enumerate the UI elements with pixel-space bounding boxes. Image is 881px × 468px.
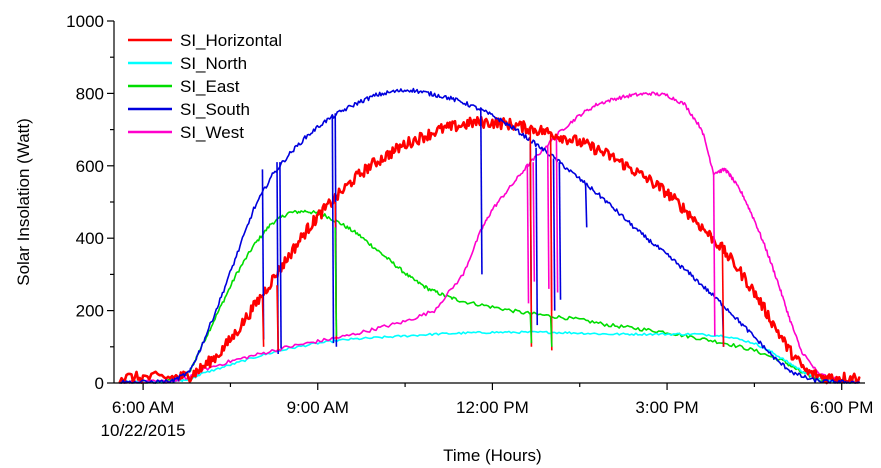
series-line-si-north [119,330,860,384]
series-line-si-horizontal [118,115,861,385]
series-dip [546,145,550,289]
series-dip [555,138,559,293]
series-dip [261,296,265,347]
ticks-layer: 0 200 400 600 800 1000 6:00 AM 9:00 AM 12:00 PM 3… [66,12,873,417]
x-tick-label: 9:00 AM [287,398,349,417]
series-dip [558,162,562,300]
y-tick-label: 800 [76,84,104,103]
date-label: 10/22/2015 [101,421,186,440]
y-tick-label: 1000 [66,12,104,31]
series-line-si-east [119,209,860,384]
y-tick-label: 600 [76,157,104,176]
series-dip [526,165,530,304]
series-dip [549,131,553,351]
x-tick-label: 12:00 PM [456,398,529,417]
series-dip [712,173,716,336]
series-dip [331,115,335,344]
series-dip [276,285,279,351]
legend: SI_Horizontal SI_North SI_East SI_South SI_W… [128,31,282,142]
series-dip [529,127,533,347]
legend-label: SI_South [180,100,250,119]
series-dip [479,107,483,275]
x-axis-title: Time (Hours) [443,446,542,465]
series-dip [584,183,588,228]
series-dip [549,315,553,347]
series-layer [118,87,861,385]
legend-label: SI_West [180,123,244,142]
legend-label: SI_North [180,54,247,73]
x-tick-label: 3:00 PM [635,398,698,417]
y-tick-label: 0 [95,374,104,393]
series-line-si-west [119,91,860,384]
series-dip [721,245,725,347]
legend-label: SI_Horizontal [180,31,282,50]
x-tick-label: 6:00 AM [112,398,174,417]
series-dip [535,147,539,326]
x-tick-label: 6:00 PM [810,398,873,417]
series-dip [334,227,338,336]
series-dip [279,162,282,349]
axes-layer [113,21,865,384]
y-tick-label: 200 [76,302,104,321]
series-line-si-south [119,87,860,384]
series-dip [529,312,533,344]
y-axis-title: Solar Insolation (Watt) [14,118,33,286]
legend-label: SI_East [180,77,240,96]
series-dip [532,162,536,282]
series-dip [552,158,556,311]
y-tick-label: 400 [76,229,104,248]
